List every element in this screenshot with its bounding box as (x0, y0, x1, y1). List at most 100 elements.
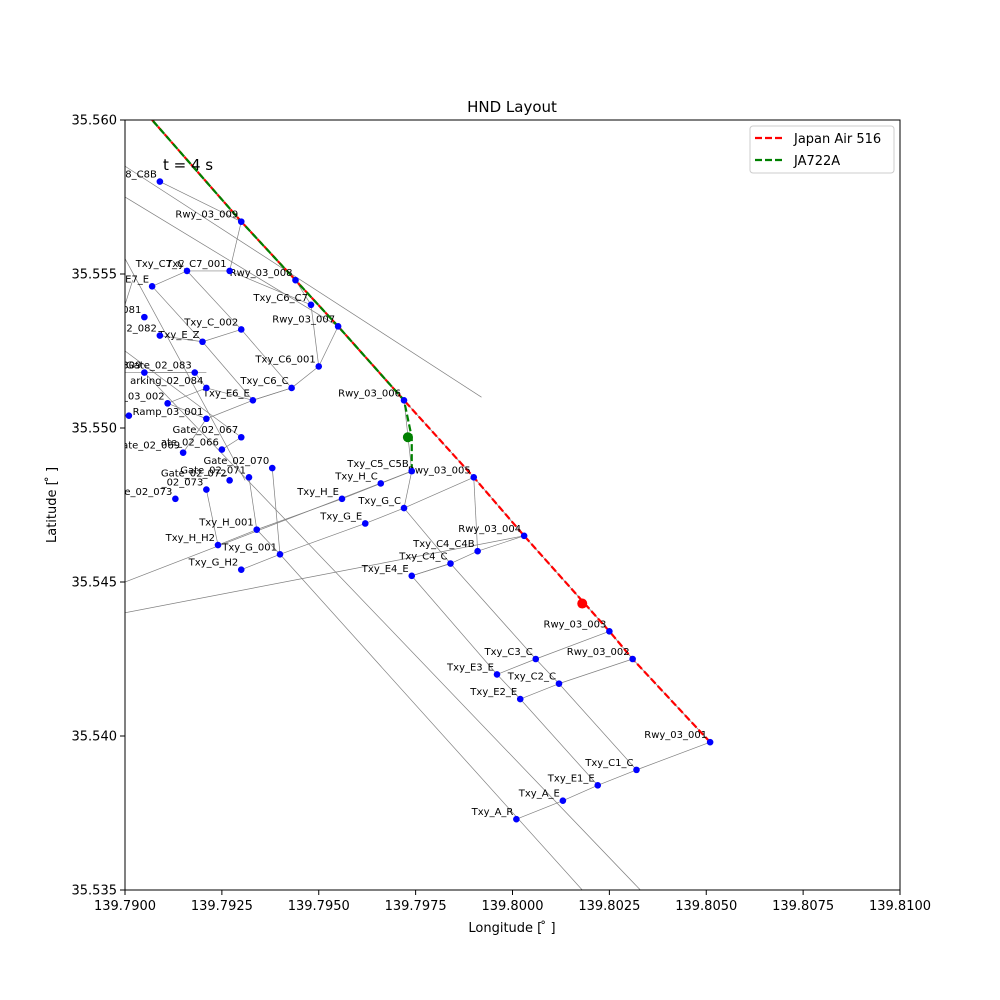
network-node (226, 477, 233, 484)
network-node (361, 520, 369, 527)
network-edge (636, 741, 711, 771)
network-node (292, 276, 299, 284)
network-node (288, 384, 295, 392)
node-label: E7_E (125, 274, 149, 285)
node-label: 309 (122, 361, 141, 372)
network-node (199, 338, 206, 346)
network-edge (125, 470, 412, 583)
network-edge (450, 563, 537, 660)
node-label: Txy_C2_C (507, 672, 556, 683)
node-label: Gate_02_072 (161, 468, 227, 479)
network-edge (241, 553, 281, 571)
network-edge (291, 366, 319, 389)
network-edge (520, 683, 560, 700)
network-node (555, 680, 563, 687)
aircraft-marker-japan-air-516 (577, 598, 588, 609)
network-edge (248, 477, 258, 530)
network-node (408, 572, 416, 580)
network-edge (229, 270, 312, 306)
network-edge (159, 181, 242, 222)
network-node (141, 369, 148, 376)
node-label: Rwy_03_001 (644, 730, 707, 741)
network-node (633, 766, 640, 774)
network-edge (151, 286, 203, 342)
node-label: Txy_E_Z (157, 330, 199, 341)
network-edge (125, 258, 246, 481)
network-node (447, 560, 454, 567)
node-label: 8_C8B (125, 170, 157, 181)
network-edge (217, 529, 257, 546)
network-edge (318, 326, 339, 367)
node-label: Txy_C3_C (483, 647, 532, 658)
network-edge (252, 387, 292, 401)
network-edge (125, 535, 525, 614)
x-tick-label: 139.7925 (191, 899, 253, 914)
network-node (203, 415, 210, 423)
node-label: Txy_G_E (319, 511, 362, 522)
node-label: Rwy_03_009 (175, 210, 238, 221)
node-label: Rwy_03_004 (458, 524, 521, 535)
network-edge (271, 468, 281, 555)
node-label: Txy_E2_E (469, 687, 517, 698)
node-label: Txy_H_001 (198, 518, 254, 529)
network-edge (221, 436, 242, 450)
network-node (408, 467, 416, 475)
network-node (253, 526, 261, 533)
node-label: ate_02_066 (161, 438, 219, 449)
network-node (218, 446, 226, 453)
node-label: Txy_C5_C5B (346, 459, 409, 470)
node-label: Txy_C7_001 (165, 259, 226, 270)
network-node (706, 738, 714, 746)
node-label: Txy_G_H2 (188, 558, 239, 569)
network-node (493, 671, 501, 678)
y-tick-label: 35.540 (72, 730, 118, 745)
network-edge (450, 550, 478, 564)
node-label: Txy_C_002 (183, 317, 238, 328)
network-node (520, 532, 528, 540)
network-node (315, 363, 323, 370)
x-tick-label: 139.8100 (869, 899, 931, 914)
legend-label-japan-air-516: Japan Air 516 (793, 132, 881, 147)
node-label: Txy_E1_E (547, 773, 595, 784)
network-edge (519, 698, 599, 786)
network-node (245, 473, 253, 481)
x-tick-label: 139.8000 (481, 899, 543, 914)
network-node (164, 400, 171, 407)
network-edge (477, 535, 525, 552)
network-node (237, 218, 245, 225)
network-edge (229, 221, 242, 272)
chart-title: HND Layout (467, 98, 557, 116)
network-node (594, 781, 602, 789)
node-label: 081 (122, 305, 141, 316)
network-edge (202, 341, 254, 401)
node-label: Txy_C6_001 (254, 354, 315, 365)
network-edge (535, 658, 560, 684)
network-node (377, 480, 385, 487)
network-edge (206, 387, 253, 401)
network-node (237, 566, 245, 573)
network-edge (182, 418, 207, 453)
network-edge (151, 270, 188, 287)
network-node (203, 486, 210, 493)
node-label: Txy_C1_C (584, 758, 633, 769)
x-tick-label: 139.7950 (288, 899, 350, 914)
node-label: Txy_C6_C (239, 376, 288, 387)
x-tick-label: 139.8025 (578, 899, 640, 914)
node-label: Rwy_03_007 (272, 314, 335, 325)
network-node (203, 384, 210, 392)
network-node (237, 433, 245, 441)
network-edge (597, 769, 637, 786)
network-edge (558, 658, 633, 684)
network-node (148, 283, 156, 290)
network-edge (144, 372, 641, 890)
node-label: Txy_G_001 (221, 542, 277, 553)
network-edge (186, 270, 242, 330)
network-node (276, 550, 284, 558)
y-tick-label: 35.545 (72, 576, 118, 591)
node-label: Rwy_03_005 (408, 465, 471, 476)
axis-ticks: 139.7900 139.7925 139.7950 139.7975 139.8000… (72, 114, 932, 915)
time-label: t = 4 s (163, 156, 213, 174)
network-node (156, 332, 164, 339)
network-edge (562, 784, 598, 802)
network-node (606, 627, 613, 635)
